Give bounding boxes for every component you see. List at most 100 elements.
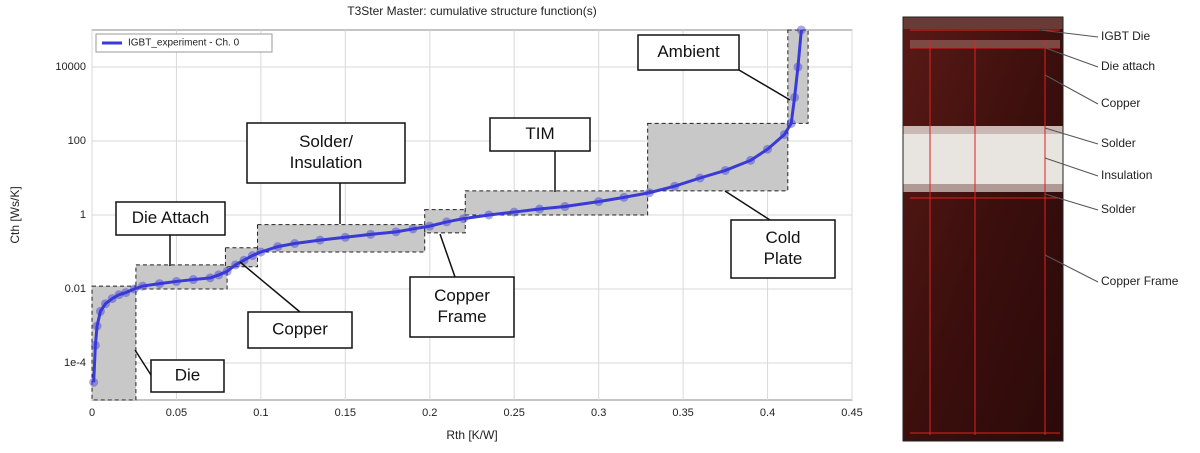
data-point — [89, 377, 99, 387]
region — [91, 285, 137, 401]
region — [464, 190, 649, 216]
data-point — [779, 129, 789, 139]
data-point — [408, 224, 418, 234]
x-tick-label: 0.45 — [841, 407, 862, 419]
die-layer — [903, 17, 1063, 29]
data-point — [101, 299, 111, 309]
photo-leader — [1044, 254, 1099, 283]
y-tick-label: 0.01 — [65, 283, 86, 295]
callout-leader — [439, 233, 456, 278]
data-point — [746, 155, 756, 165]
attach-layer — [910, 40, 1060, 48]
chart-title: T3Ster Master: cumulative structure func… — [347, 4, 596, 18]
region — [224, 247, 259, 268]
data-point — [222, 266, 232, 276]
callout-label: Ambient — [657, 42, 720, 61]
photo-frame — [902, 16, 1064, 442]
data-point — [793, 62, 803, 72]
data-point — [315, 235, 325, 245]
callout-label: Copper — [272, 319, 328, 338]
data-point — [256, 247, 266, 257]
y-tick-label: 1e-4 — [64, 357, 86, 369]
photo-label: Die attach — [1101, 59, 1155, 73]
data-point — [786, 118, 796, 128]
x-tick-label: 0.05 — [166, 407, 187, 419]
callout-label: Solder/ — [299, 132, 353, 151]
callout-leader — [738, 69, 791, 101]
legend-label: IGBT_experiment - Ch. 0 — [128, 38, 240, 49]
data-point — [273, 242, 283, 252]
data-point — [107, 294, 117, 304]
solder-layer — [903, 126, 1063, 134]
solder-layer — [903, 184, 1063, 192]
callout-label: TIM — [525, 124, 554, 143]
x-tick-label: 0.3 — [591, 407, 606, 419]
insulation-layer — [903, 126, 1063, 192]
photo-label: IGBT Die — [1101, 29, 1150, 43]
legend-box — [95, 33, 273, 53]
data-point — [92, 321, 102, 331]
callout-label: Die — [175, 365, 201, 384]
photo-label: Solder — [1101, 202, 1136, 216]
x-tick-label: 0.1 — [253, 407, 268, 419]
data-point — [425, 221, 435, 231]
data-point — [391, 227, 401, 237]
data-point — [644, 188, 654, 198]
callout-box — [489, 117, 591, 152]
data-point — [231, 260, 241, 270]
region — [647, 122, 789, 192]
callout-label: Plate — [764, 249, 803, 268]
data-point — [155, 279, 165, 289]
callout-box — [246, 122, 406, 184]
callout-label: Copper — [434, 286, 490, 305]
callout-label: Cold — [766, 228, 801, 247]
photo-label: Copper Frame — [1101, 274, 1179, 288]
data-point — [459, 214, 469, 224]
y-tick-label: 1 — [80, 209, 86, 221]
data-point — [509, 207, 519, 217]
data-point — [121, 288, 131, 298]
callout-box — [247, 311, 353, 349]
curve — [92, 29, 803, 383]
data-point — [214, 270, 224, 280]
data-point — [796, 25, 806, 35]
callout-leader — [134, 349, 152, 376]
callout-leader — [724, 190, 771, 221]
data-point — [695, 173, 705, 183]
data-point — [290, 238, 300, 248]
photo-leader — [1044, 74, 1099, 105]
callout-label: Frame — [437, 307, 486, 326]
data-point — [535, 204, 545, 214]
data-point — [763, 144, 773, 154]
callout-box — [730, 219, 836, 279]
data-point — [247, 251, 257, 261]
x-tick-label: 0.2 — [422, 407, 437, 419]
data-point — [138, 281, 148, 291]
photo-leader — [1044, 127, 1099, 145]
data-point — [95, 306, 105, 316]
data-point — [129, 284, 139, 294]
photo-label: Insulation — [1101, 168, 1152, 182]
data-point — [720, 165, 730, 175]
photo-leader — [1044, 193, 1099, 211]
data-point — [442, 217, 452, 227]
x-tick-label: 0.25 — [504, 407, 525, 419]
data-point — [619, 192, 629, 202]
data-point — [90, 340, 100, 350]
data-point — [114, 290, 124, 300]
data-point — [239, 255, 249, 265]
photo-leader — [1044, 157, 1099, 177]
data-point — [594, 197, 604, 207]
data-point — [484, 210, 494, 220]
y-tick-label: 100 — [68, 135, 86, 147]
data-point — [560, 201, 570, 211]
photo-leader — [1039, 45, 1099, 68]
callout-box — [150, 359, 225, 393]
photo-leader — [1039, 29, 1099, 38]
callout-label: Insulation — [290, 153, 363, 172]
cross-section-photo — [902, 16, 1064, 442]
x-tick-label: 0.35 — [672, 407, 693, 419]
data-point — [188, 275, 198, 285]
x-tick-label: 0 — [89, 407, 95, 419]
